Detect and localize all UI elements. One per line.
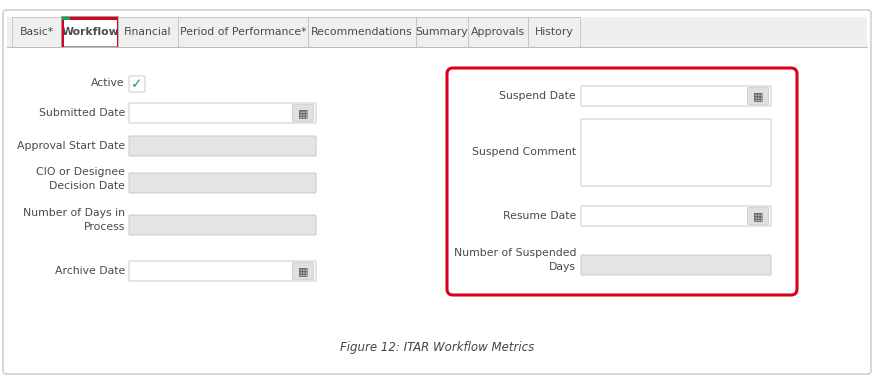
Text: ▦: ▦ bbox=[753, 211, 763, 221]
Text: Active: Active bbox=[92, 78, 125, 88]
Text: Financial: Financial bbox=[124, 27, 172, 37]
Bar bbox=[7, 17, 867, 47]
Bar bbox=[118, 17, 178, 47]
FancyBboxPatch shape bbox=[293, 262, 314, 279]
Bar bbox=[178, 17, 308, 47]
Text: ✓: ✓ bbox=[131, 77, 142, 91]
Text: CIO or Designee
Decision Date: CIO or Designee Decision Date bbox=[36, 167, 125, 191]
Bar bbox=[308, 17, 416, 47]
FancyBboxPatch shape bbox=[581, 206, 771, 226]
Bar bbox=[7, 47, 867, 365]
FancyBboxPatch shape bbox=[129, 215, 316, 235]
Bar bbox=[528, 17, 580, 47]
Text: Suspend Date: Suspend Date bbox=[499, 91, 576, 101]
Text: Resume Date: Resume Date bbox=[503, 211, 576, 221]
FancyBboxPatch shape bbox=[129, 261, 316, 281]
FancyBboxPatch shape bbox=[747, 207, 768, 224]
FancyBboxPatch shape bbox=[581, 86, 771, 106]
FancyBboxPatch shape bbox=[3, 10, 871, 374]
Text: Figure 12: ITAR Workflow Metrics: Figure 12: ITAR Workflow Metrics bbox=[340, 340, 534, 354]
Text: Workflow: Workflow bbox=[61, 27, 119, 37]
Text: Suspend Comment: Suspend Comment bbox=[472, 147, 576, 157]
Bar bbox=[416, 17, 468, 47]
Text: Approvals: Approvals bbox=[471, 27, 525, 37]
Bar bbox=[70, 17, 118, 20]
Text: Recommendations: Recommendations bbox=[311, 27, 413, 37]
FancyBboxPatch shape bbox=[747, 87, 768, 104]
FancyBboxPatch shape bbox=[129, 136, 316, 156]
Bar bbox=[62, 17, 64, 47]
Bar bbox=[116, 17, 118, 47]
Bar bbox=[62, 17, 70, 20]
Text: Archive Date: Archive Date bbox=[55, 266, 125, 276]
Bar bbox=[62, 17, 118, 47]
Text: Number of Days in
Process: Number of Days in Process bbox=[23, 208, 125, 232]
Text: History: History bbox=[535, 27, 573, 37]
FancyBboxPatch shape bbox=[129, 103, 316, 123]
Text: Basic*: Basic* bbox=[20, 27, 54, 37]
FancyBboxPatch shape bbox=[293, 104, 314, 121]
Text: ▦: ▦ bbox=[753, 91, 763, 101]
Bar bbox=[468, 17, 528, 47]
Text: Approval Start Date: Approval Start Date bbox=[17, 141, 125, 151]
Text: Number of Suspended
Days: Number of Suspended Days bbox=[454, 248, 576, 272]
FancyBboxPatch shape bbox=[129, 173, 316, 193]
Bar bbox=[12, 17, 62, 47]
Text: Submitted Date: Submitted Date bbox=[38, 108, 125, 118]
FancyBboxPatch shape bbox=[129, 76, 145, 92]
FancyBboxPatch shape bbox=[581, 255, 771, 275]
Text: ▦: ▦ bbox=[298, 108, 309, 118]
FancyBboxPatch shape bbox=[581, 119, 771, 186]
Text: Period of Performance*: Period of Performance* bbox=[180, 27, 306, 37]
Text: Summary: Summary bbox=[416, 27, 468, 37]
Text: ▦: ▦ bbox=[298, 266, 309, 276]
